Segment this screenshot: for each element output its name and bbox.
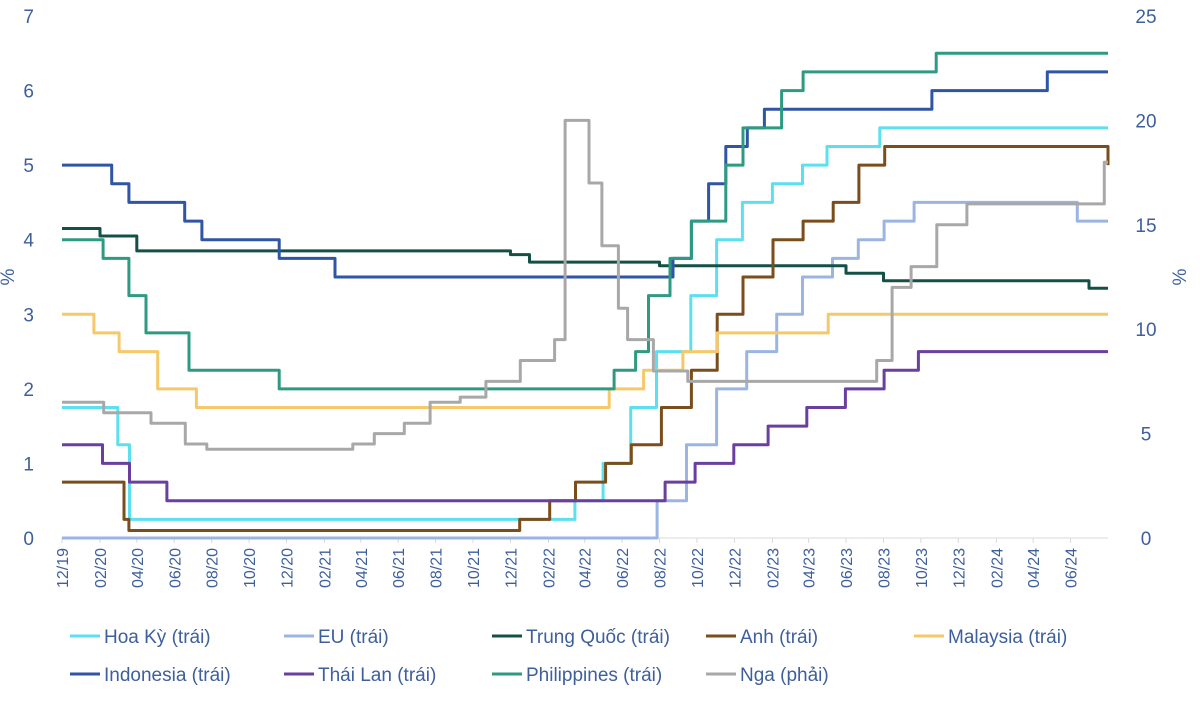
legend-item-8: Nga (phải) — [706, 665, 829, 686]
x-tick-13: 02/22 — [541, 548, 558, 588]
y-tick-left-6: 6 — [23, 82, 34, 103]
y-axis-left-label: % — [0, 268, 19, 285]
x-tick-16: 08/22 — [653, 548, 670, 588]
y-tick-left-0: 0 — [23, 529, 34, 550]
x-tick-18: 12/22 — [727, 548, 744, 588]
y-tick-right-1: 5 — [1141, 425, 1152, 446]
legend-label-7: Philippines (trái) — [526, 665, 662, 686]
x-tick-22: 08/23 — [876, 548, 893, 588]
series-lines — [62, 51, 1110, 540]
series-line-2 — [62, 227, 1108, 290]
x-tick-1: 02/20 — [93, 548, 110, 588]
x-tick-11: 10/21 — [466, 548, 483, 588]
x-tick-20: 04/23 — [802, 548, 819, 588]
legend-label-4: Malaysia (trái) — [948, 627, 1067, 648]
y-tick-left-1: 1 — [23, 454, 34, 475]
x-tick-7: 02/21 — [318, 548, 335, 588]
y-tick-right-2: 10 — [1135, 320, 1156, 341]
series-line-3 — [62, 145, 1110, 532]
x-tick-12: 12/21 — [503, 548, 520, 588]
x-tick-10: 08/21 — [429, 548, 446, 588]
x-tick-9: 06/21 — [391, 548, 408, 588]
series-line-5 — [62, 70, 1108, 279]
x-tick-14: 04/22 — [578, 548, 595, 588]
x-tick-24: 12/23 — [951, 548, 968, 588]
y-tick-left-4: 4 — [23, 231, 34, 252]
x-tick-5: 10/20 — [242, 548, 259, 588]
y-tick-right-4: 20 — [1135, 111, 1156, 132]
x-tick-19: 02/23 — [765, 548, 782, 588]
legend-label-1: EU (trái) — [318, 627, 389, 648]
x-tick-15: 06/22 — [615, 548, 632, 588]
x-tick-2: 04/20 — [130, 548, 147, 588]
x-tick-23: 10/23 — [914, 548, 931, 588]
legend-item-5: Indonesia (trái) — [70, 665, 231, 686]
series-line-6 — [62, 350, 1108, 503]
y-tick-left-7: 7 — [23, 7, 34, 28]
y-tick-right-0: 0 — [1141, 529, 1152, 550]
x-tick-21: 06/23 — [839, 548, 856, 588]
series-line-1 — [62, 200, 1108, 540]
series-line-0 — [62, 126, 1108, 521]
legend-label-6: Thái Lan (trái) — [318, 665, 436, 686]
x-tick-6: 12/20 — [280, 548, 297, 588]
legend-item-1: EU (trái) — [284, 627, 389, 648]
x-tick-17: 10/22 — [690, 548, 707, 588]
y-axis-right-label: % — [1170, 268, 1191, 285]
legend-item-3: Anh (trái) — [706, 627, 818, 648]
legend-label-3: Anh (trái) — [740, 627, 818, 648]
legend-item-2: Trung Quốc (trái) — [492, 627, 670, 648]
y-tick-left-5: 5 — [23, 156, 34, 177]
legend-label-5: Indonesia (trái) — [104, 665, 231, 686]
x-tick-4: 08/20 — [205, 548, 222, 588]
x-tick-8: 04/21 — [354, 548, 371, 588]
y-tick-left-3: 3 — [23, 305, 34, 326]
y-tick-right-3: 15 — [1135, 216, 1156, 237]
legend-item-7: Philippines (trái) — [492, 665, 662, 686]
legend-label-0: Hoa Kỳ (trái) — [104, 627, 211, 648]
x-tick-25: 02/24 — [989, 548, 1006, 588]
legend: Hoa Kỳ (trái) EU (trái) Trung Quốc (trái) A… — [70, 627, 1067, 686]
legend-item-4: Malaysia (trái) — [914, 627, 1067, 648]
series-line-8 — [62, 118, 1108, 451]
y-tick-right-5: 25 — [1135, 7, 1156, 28]
legend-item-6: Thái Lan (trái) — [284, 665, 436, 686]
x-tick-26: 04/24 — [1026, 548, 1043, 588]
legend-label-8: Nga (phải) — [740, 665, 829, 686]
legend-item-0: Hoa Kỳ (trái) — [70, 627, 211, 648]
series-line-7 — [62, 51, 1108, 391]
x-tick-3: 06/20 — [167, 548, 184, 588]
x-tick-27: 06/24 — [1064, 548, 1081, 588]
series-line-4 — [62, 312, 1108, 409]
x-tick-0: 12/19 — [55, 548, 72, 588]
y-tick-left-2: 2 — [23, 380, 34, 401]
legend-label-2: Trung Quốc (trái) — [526, 627, 670, 648]
